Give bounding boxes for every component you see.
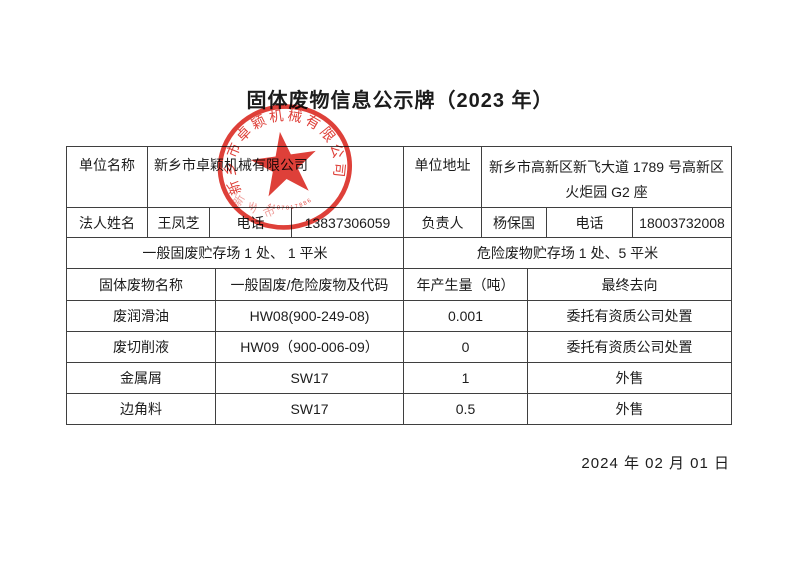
manager-label: 负责人 [403, 208, 481, 237]
unit-name-label: 单位名称 [79, 157, 135, 173]
waste-code: HW08(900-249-08) [215, 301, 403, 331]
waste-code: SW17 [215, 363, 403, 393]
header-waste-name: 固体废物名称 [99, 276, 183, 293]
table-header-row: 固体废物名称 一般固废/危险废物及代码 年产生量（吨） 最终去向 [67, 268, 731, 300]
unit-address-line2: 火炬园 G2 座 [565, 184, 648, 200]
waste-output: 0.5 [403, 394, 527, 424]
waste-name: 废润滑油 [113, 308, 169, 324]
waste-output: 0.001 [403, 301, 527, 331]
table-row: 边角料 SW17 0.5 外售 [67, 393, 731, 424]
table-row-storage: 一般固废贮存场 1 处、 1 平米 危险废物贮存场 1 处、5 平米 [67, 237, 731, 268]
table-row-unit: 单位名称 新乡市卓颖机械有限公司 单位地址 新乡市高新区新飞大道 1789 号高… [67, 147, 731, 207]
legal-person-value: 王凤芝 [147, 208, 209, 237]
header-waste-code: 一般固废/危险废物及代码 [215, 269, 403, 300]
info-table: 单位名称 新乡市卓颖机械有限公司 单位地址 新乡市高新区新飞大道 1789 号高… [66, 146, 732, 425]
waste-code: HW09（900-006-09） [215, 332, 403, 362]
general-storage-cell: 一般固废贮存场 1 处、 1 平米 [142, 245, 328, 261]
page-title: 固体废物信息公示牌（2023 年） [246, 90, 554, 112]
waste-destination: 外售 [527, 363, 731, 393]
header-annual-output: 年产生量（吨） [403, 269, 527, 300]
waste-destination: 委托有资质公司处置 [527, 301, 731, 331]
waste-output: 1 [403, 363, 527, 393]
waste-destination: 外售 [527, 394, 731, 424]
manager-value: 杨保国 [481, 208, 546, 237]
waste-name: 边角料 [120, 401, 162, 417]
waste-name: 金属屑 [120, 370, 162, 386]
phone1-value: 13837306059 [291, 208, 403, 237]
document-date: 2024 年 02 月 01 日 [581, 455, 730, 472]
unit-address-line1: 新乡市高新区新飞大道 1789 号高新区 [489, 159, 724, 175]
unit-name-value: 新乡市卓颖机械有限公司 [147, 147, 403, 207]
table-row: 金属屑 SW17 1 外售 [67, 362, 731, 393]
waste-name: 废切削液 [113, 339, 169, 355]
legal-person-label: 法人姓名 [79, 214, 135, 231]
phone2-label: 电话 [546, 208, 632, 237]
hazard-storage-cell: 危险废物贮存场 1 处、5 平米 [403, 238, 731, 268]
phone2-value: 18003732008 [632, 208, 731, 237]
waste-output: 0 [403, 332, 527, 362]
unit-address-label: 单位地址 [403, 147, 481, 207]
table-row-persons: 法人姓名 王凤芝 电话 13837306059 负责人 杨保国 电话 18003… [67, 207, 731, 237]
waste-code: SW17 [215, 394, 403, 424]
table-row: 废润滑油 HW08(900-249-08) 0.001 委托有资质公司处置 [67, 300, 731, 331]
table-row: 废切削液 HW09（900-006-09） 0 委托有资质公司处置 [67, 331, 731, 362]
waste-destination: 委托有资质公司处置 [527, 332, 731, 362]
unit-address-value: 新乡市高新区新飞大道 1789 号高新区 火炬园 G2 座 [481, 147, 731, 207]
header-destination: 最终去向 [527, 269, 731, 300]
phone1-label: 电话 [209, 208, 291, 237]
